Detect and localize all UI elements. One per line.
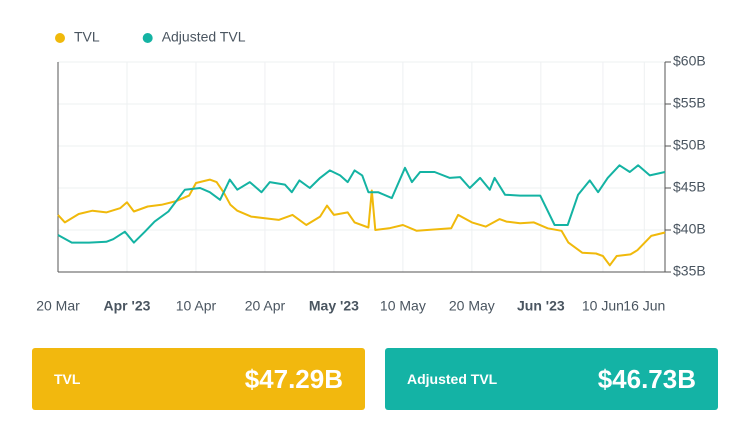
legend-marker: [55, 33, 65, 43]
series-line: [57, 178, 666, 267]
x-tick-label: 20 May: [449, 298, 495, 314]
y-tick-label: $50B: [673, 137, 706, 153]
chart: $35B $40B $45B $50B $55B $60B 20 Mar Apr '23 10 …: [36, 29, 706, 314]
y-tick-label: $55B: [673, 95, 706, 111]
card-label: Adjusted TVL: [407, 371, 498, 387]
adjusted-tvl-card: Adjusted TVL $46.73B: [385, 348, 718, 410]
card-value: $47.29B: [244, 363, 343, 394]
x-tick-label: 10 Apr: [176, 298, 217, 314]
x-tick-label: 10 May: [380, 298, 426, 314]
card-label: TVL: [54, 371, 81, 387]
legend-label: Adjusted TVL: [162, 29, 246, 45]
x-tick-label: May '23: [309, 298, 359, 314]
legend-marker: [142, 33, 153, 43]
y-tick-label: $60B: [673, 53, 706, 69]
legend-label: TVL: [74, 29, 100, 45]
x-tick-label: Apr '23: [104, 298, 151, 314]
x-tick-label: 16 Jun: [623, 298, 665, 314]
x-tick-label: 20 Apr: [245, 298, 286, 314]
y-tick-label: $45B: [673, 179, 706, 195]
series-line: [57, 164, 666, 244]
tvl-card: TVL $47.29B: [32, 348, 365, 410]
x-tick-label: 10 Jun: [582, 298, 624, 314]
x-tick-label: 20 Mar: [36, 298, 80, 314]
card-value: $46.73B: [597, 363, 696, 394]
y-tick-label: $35B: [673, 263, 706, 279]
y-tick-label: $40B: [673, 221, 706, 237]
x-tick-label: Jun '23: [517, 298, 565, 314]
